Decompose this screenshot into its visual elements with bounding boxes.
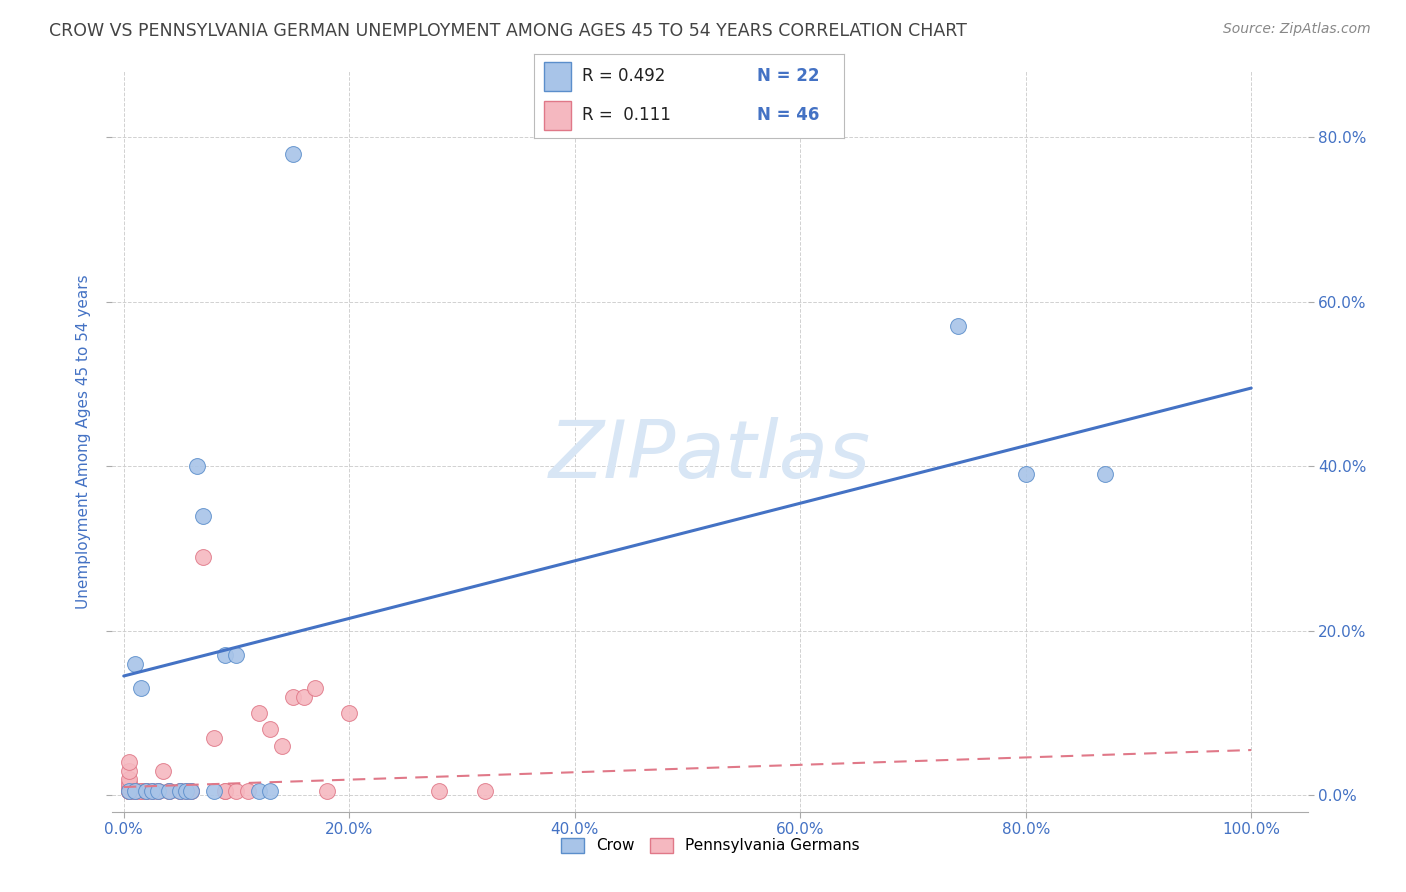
Text: ZIPatlas: ZIPatlas: [548, 417, 872, 495]
Legend: Crow, Pennsylvania Germans: Crow, Pennsylvania Germans: [554, 831, 866, 860]
Point: [135, 784, 157, 798]
Point: [118, 780, 141, 794]
Point: [259, 784, 281, 798]
Point: [191, 508, 214, 523]
Point: [281, 146, 304, 161]
Point: [180, 784, 202, 798]
Point: [118, 784, 141, 798]
Point: [259, 723, 281, 737]
Point: [292, 690, 315, 704]
Point: [186, 459, 208, 474]
Point: [118, 772, 141, 786]
Point: [118, 784, 141, 798]
Point: [118, 784, 141, 798]
Point: [1094, 467, 1116, 482]
Point: [304, 681, 326, 696]
Point: [180, 784, 202, 798]
Point: [202, 731, 225, 745]
Point: [337, 706, 360, 720]
Point: [214, 784, 236, 798]
Point: [152, 764, 174, 778]
Point: [429, 784, 451, 798]
Text: N = 46: N = 46: [756, 106, 820, 124]
Point: [135, 784, 157, 798]
Point: [214, 784, 236, 798]
Point: [118, 784, 141, 798]
Point: [1015, 467, 1038, 482]
Point: [174, 784, 197, 798]
Point: [141, 784, 163, 798]
Text: R =  0.111: R = 0.111: [582, 106, 671, 124]
Point: [169, 784, 191, 798]
Point: [129, 681, 152, 696]
Point: [124, 784, 146, 798]
Point: [129, 784, 152, 798]
Point: [124, 784, 146, 798]
Point: [191, 549, 214, 564]
Point: [281, 690, 304, 704]
Point: [202, 784, 225, 798]
Point: [118, 776, 141, 790]
Point: [124, 657, 146, 671]
Point: [169, 784, 191, 798]
Point: [146, 784, 169, 798]
Point: [118, 756, 141, 770]
Point: [157, 784, 180, 798]
Point: [247, 784, 270, 798]
Y-axis label: Unemployment Among Ages 45 to 54 years: Unemployment Among Ages 45 to 54 years: [76, 274, 91, 609]
Point: [157, 784, 180, 798]
Point: [946, 319, 969, 334]
Point: [236, 784, 259, 798]
Point: [474, 784, 496, 798]
Point: [225, 784, 247, 798]
Point: [129, 784, 152, 798]
Point: [118, 784, 141, 798]
Text: N = 22: N = 22: [756, 68, 820, 86]
Point: [169, 784, 191, 798]
Point: [124, 784, 146, 798]
Point: [124, 784, 146, 798]
Point: [135, 784, 157, 798]
Text: Source: ZipAtlas.com: Source: ZipAtlas.com: [1223, 22, 1371, 37]
Point: [141, 784, 163, 798]
Point: [247, 706, 270, 720]
Point: [157, 784, 180, 798]
Point: [118, 784, 141, 798]
Point: [146, 784, 169, 798]
Point: [135, 784, 157, 798]
FancyBboxPatch shape: [544, 101, 571, 130]
Point: [315, 784, 337, 798]
Point: [174, 784, 197, 798]
Point: [180, 784, 202, 798]
Point: [146, 784, 169, 798]
Point: [124, 784, 146, 798]
Text: CROW VS PENNSYLVANIA GERMAN UNEMPLOYMENT AMONG AGES 45 TO 54 YEARS CORRELATION C: CROW VS PENNSYLVANIA GERMAN UNEMPLOYMENT…: [49, 22, 967, 40]
Point: [118, 764, 141, 778]
Text: R = 0.492: R = 0.492: [582, 68, 665, 86]
Point: [270, 739, 292, 753]
Point: [225, 648, 247, 663]
Point: [214, 648, 236, 663]
FancyBboxPatch shape: [544, 62, 571, 91]
